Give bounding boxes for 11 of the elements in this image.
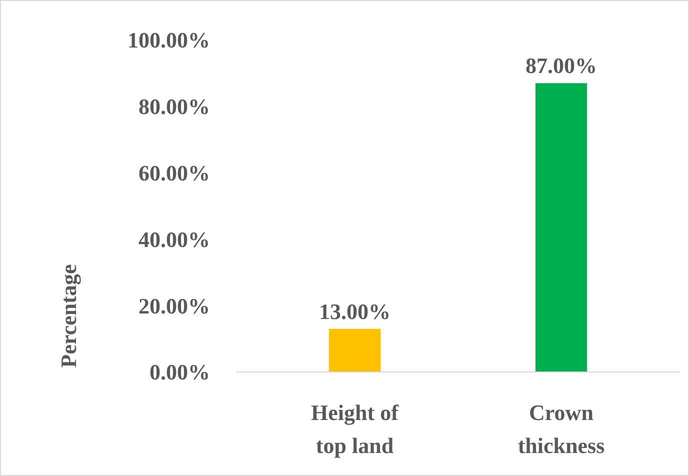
- x-tick-label: Crown thickness: [518, 400, 606, 458]
- y-tick-label: 0.00%: [150, 360, 210, 385]
- y-tick-label: 20.00%: [138, 293, 210, 318]
- y-tick-label: 60.00%: [138, 160, 210, 186]
- y-tick-label: 80.00%: [138, 94, 210, 120]
- y-tick-label: 40.00%: [138, 226, 210, 252]
- y-tick-label: 100.00%: [128, 28, 210, 53]
- data-label: 87.00%: [526, 53, 598, 78]
- y-axis-title: Percentage: [56, 264, 81, 368]
- x-tick-label: Height of top land: [311, 400, 400, 458]
- data-label: 13.00%: [318, 298, 390, 324]
